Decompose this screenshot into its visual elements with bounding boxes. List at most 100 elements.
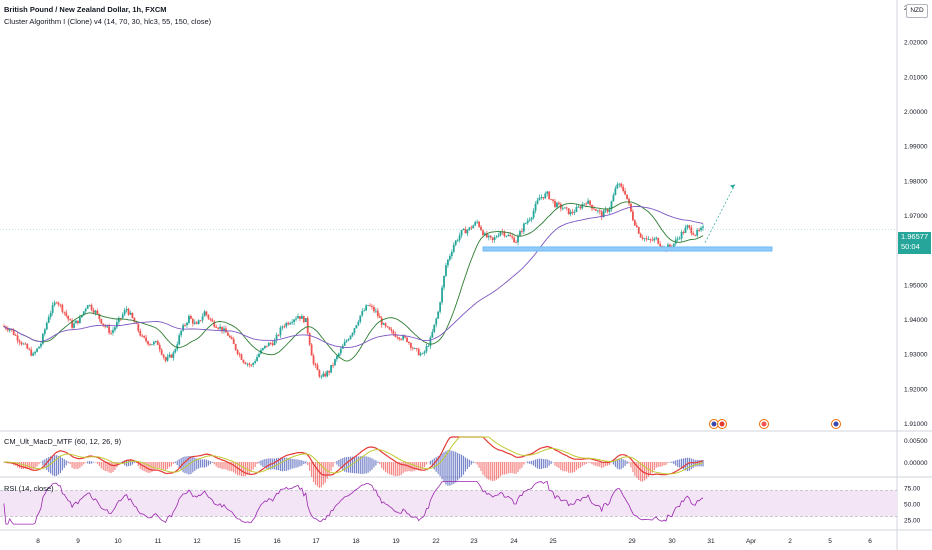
candle-body xyxy=(482,230,484,235)
macd-bar xyxy=(445,450,447,485)
macd-bar xyxy=(50,456,52,474)
macd-bar xyxy=(258,461,260,464)
candle-body xyxy=(421,353,424,354)
macd-bar xyxy=(190,456,192,475)
macd-bar xyxy=(458,453,461,479)
macd-bar xyxy=(474,462,476,463)
candle-body xyxy=(692,233,695,235)
macd-bar xyxy=(157,462,159,468)
macd-bar xyxy=(383,462,385,471)
candle-body xyxy=(149,344,151,346)
candle-body xyxy=(228,335,231,338)
macd-bar xyxy=(566,462,568,472)
candle-body xyxy=(604,209,607,211)
macd-bar xyxy=(32,462,34,470)
macd-bar xyxy=(147,462,149,473)
macd-bar xyxy=(229,462,231,471)
candle-body xyxy=(170,354,173,358)
ma-slow-line xyxy=(3,205,704,348)
macd-bar xyxy=(595,462,597,467)
macd-bar xyxy=(92,461,95,463)
macd-bar xyxy=(548,460,550,466)
currency-label[interactable]: NZD xyxy=(906,4,928,18)
candle-body xyxy=(226,332,229,336)
candle-body xyxy=(544,193,547,199)
macd-label[interactable]: CM_Ult_MacD_MTF (60, 12, 26, 9) xyxy=(4,437,122,446)
rsi-label[interactable]: RSI (14, close) xyxy=(4,484,54,493)
current-price-badge: 1.96577 50:04 xyxy=(898,232,931,254)
candle-body xyxy=(211,319,214,322)
price-tick-label: 1.91000 xyxy=(904,421,928,428)
indicator-label[interactable]: Cluster Algorithm I (Clone) v4 (14, 70, … xyxy=(4,17,212,26)
candle-body xyxy=(209,318,212,320)
candle-body xyxy=(511,236,514,238)
candle-body xyxy=(538,197,541,201)
candle-body xyxy=(244,362,247,365)
candle-body xyxy=(474,222,477,226)
candle-body xyxy=(390,329,393,331)
candle-body xyxy=(596,210,599,212)
candle-body xyxy=(127,308,130,315)
candle-body xyxy=(639,233,642,238)
candle-body xyxy=(394,333,397,337)
candle-body xyxy=(587,200,590,204)
candle-body xyxy=(94,310,97,313)
macd-bar xyxy=(503,462,505,475)
macd-bar xyxy=(351,456,354,473)
macd-bar xyxy=(155,462,157,469)
macd-bar xyxy=(186,456,188,474)
time-tick-label: 16 xyxy=(273,538,281,545)
macd-bar xyxy=(562,462,564,472)
candle-body xyxy=(51,305,54,313)
candle-body xyxy=(267,342,270,347)
macd-bar xyxy=(677,459,679,467)
candle-body xyxy=(633,220,636,226)
macd-bar xyxy=(653,462,655,471)
macd-bar xyxy=(207,460,210,466)
macd-bar xyxy=(375,460,377,466)
candle-body xyxy=(73,323,75,328)
macd-bar xyxy=(684,457,687,471)
candle-body xyxy=(71,320,73,328)
macd-bar xyxy=(534,459,537,468)
candle-body xyxy=(191,318,194,324)
macd-bar xyxy=(127,460,130,466)
candle-body xyxy=(470,227,473,229)
candle-body xyxy=(462,228,465,230)
macd-bar xyxy=(412,462,414,472)
candle-body xyxy=(289,323,292,325)
macd-bar xyxy=(560,462,562,470)
macd-bar xyxy=(663,462,665,466)
candle-body xyxy=(450,251,453,257)
time-tick-label: 24 xyxy=(510,538,518,545)
candle-body xyxy=(558,202,560,205)
candle-body xyxy=(626,194,628,200)
candle-body xyxy=(593,208,595,210)
candle-body xyxy=(182,325,184,331)
macd-bar xyxy=(659,462,661,467)
candle-body xyxy=(201,316,204,321)
price-tick-label: 2.02000 xyxy=(904,40,928,47)
macd-bar xyxy=(180,458,182,471)
candle-body xyxy=(423,351,426,354)
candle-body xyxy=(141,335,144,337)
macd-bar xyxy=(519,462,521,470)
macd-bar xyxy=(606,462,609,466)
candle-body xyxy=(676,238,679,240)
macd-bar xyxy=(336,460,338,465)
candle-body xyxy=(326,371,329,377)
macd-bar xyxy=(303,461,305,465)
macd-bar xyxy=(571,462,574,473)
candle-body xyxy=(41,333,44,344)
candle-body xyxy=(275,335,278,341)
macd-bar xyxy=(538,458,541,470)
candle-body xyxy=(36,348,38,352)
candle-body xyxy=(367,305,369,307)
macd-bar xyxy=(466,458,468,470)
macd-bar xyxy=(44,459,46,468)
candle-body xyxy=(684,227,687,233)
candle-body xyxy=(302,316,305,323)
macd-bar xyxy=(281,457,283,472)
macd-bar xyxy=(558,462,560,469)
